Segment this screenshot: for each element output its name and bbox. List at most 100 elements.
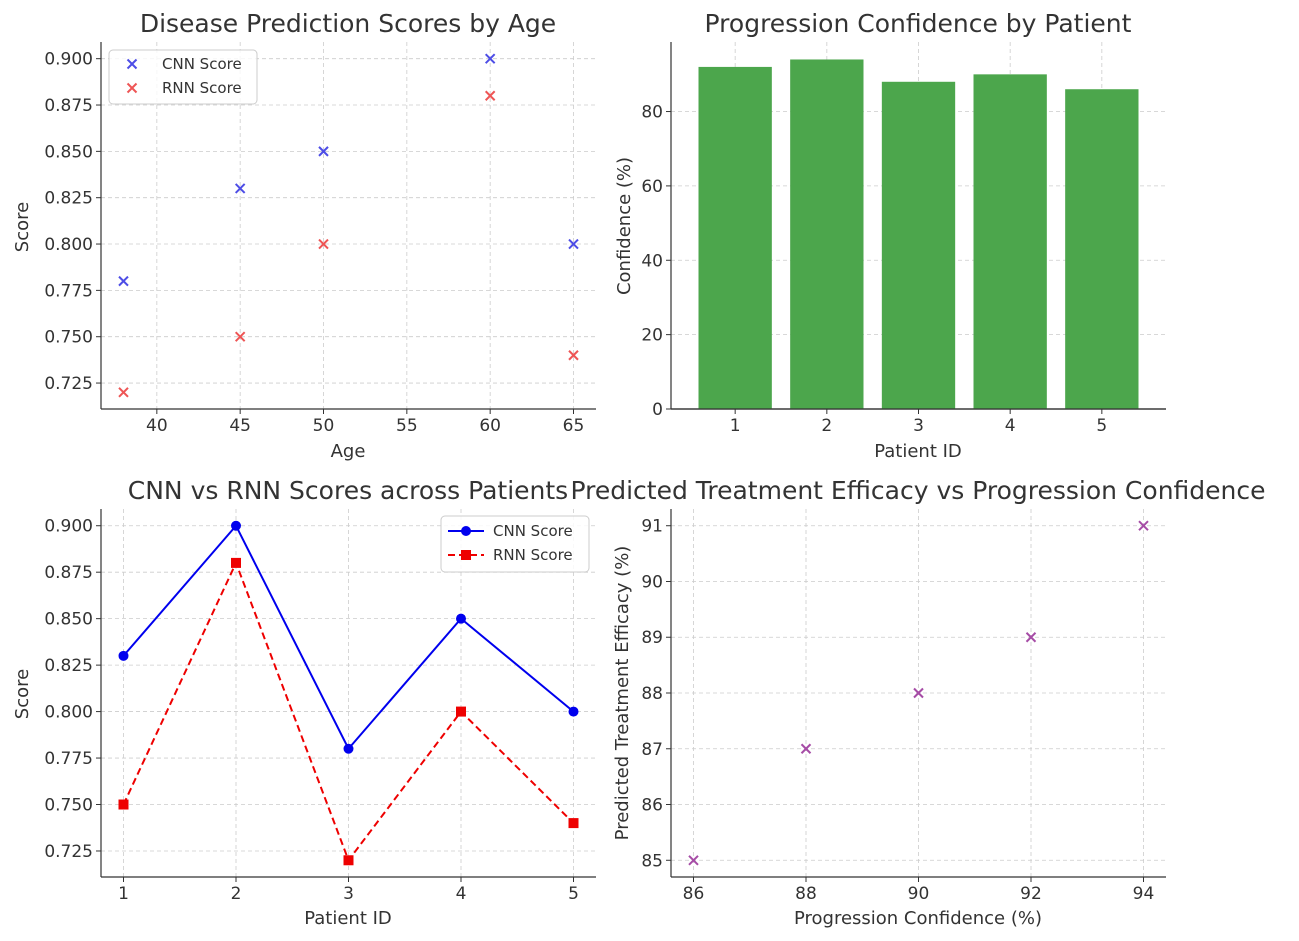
x-marker-stroke — [234, 183, 246, 194]
y-tick-label: 0.725 — [44, 374, 93, 394]
y-tick-label: 90 — [641, 572, 663, 592]
x-tick-label: 50 — [313, 416, 335, 436]
y-tick-label: 0.775 — [44, 749, 93, 769]
chart-title: Predicted Treatment Efficacy vs Progress… — [570, 476, 1265, 505]
grid-lines — [101, 509, 596, 877]
x-marker-stroke — [1138, 520, 1149, 531]
x-marker-stroke — [318, 238, 329, 250]
y-tick-label: 0.825 — [44, 656, 93, 676]
y-tick-label: 0.775 — [44, 281, 93, 301]
x-marker-stroke — [568, 350, 579, 361]
scatter-point — [688, 855, 699, 866]
y-axis-label: Score — [12, 669, 33, 719]
line-point — [456, 613, 466, 624]
chart-title: Disease Prediction Scores by Age — [140, 9, 556, 38]
x-tick-label: 60 — [479, 416, 501, 436]
y-tick-label: 88 — [641, 684, 663, 704]
x-marker-stroke — [800, 743, 812, 754]
legend-marker — [126, 82, 138, 94]
chart-title: CNN vs RNN Scores across Patients — [128, 476, 568, 505]
y-axis-label: Predicted Treatment Efficacy (%) — [612, 546, 633, 841]
bar — [881, 81, 956, 409]
x-tick-label: 88 — [795, 884, 817, 904]
x-tick-label: 3 — [913, 416, 924, 436]
x-tick-label: 1 — [730, 416, 741, 436]
x-marker-stroke — [484, 53, 496, 64]
y-tick-label: 0.800 — [44, 235, 93, 255]
y-tick-label: 86 — [641, 796, 663, 816]
chart-title: Progression Confidence by Patient — [705, 9, 1132, 38]
legend-box — [108, 49, 258, 105]
x-axis-label: Age — [331, 441, 366, 462]
scatter-point — [1025, 632, 1037, 643]
chart-panel-age-scatter: 40 45 50 55 60 65 0.725 0.750 0.775 0.800 0.825 0.8… — [12, 9, 596, 462]
scatter-point — [234, 331, 246, 342]
legend-marker — [126, 58, 138, 70]
x-tick-label: 2 — [821, 416, 832, 436]
y-tick-label: 0.900 — [44, 517, 93, 537]
y-tick-label: 0.850 — [44, 610, 93, 630]
y-tick-label: 89 — [641, 628, 663, 648]
y-tick-label: 40 — [641, 251, 663, 271]
line-point — [231, 520, 241, 531]
x-tick-label: 55 — [396, 416, 418, 436]
line-point — [343, 743, 354, 754]
line-point — [118, 799, 129, 810]
x-tick-label: 3 — [343, 884, 354, 904]
line-point — [343, 855, 354, 866]
bar — [973, 74, 1047, 409]
scatter-point — [913, 687, 924, 699]
y-tick-label: 0.875 — [44, 96, 93, 116]
scatter-point — [318, 238, 329, 250]
x-tick-label: 45 — [229, 416, 251, 436]
scatter-point — [318, 146, 329, 157]
x-tick-label: 94 — [1133, 884, 1155, 904]
y-tick-label: 91 — [641, 517, 663, 537]
x-tick-label: 92 — [1020, 884, 1042, 904]
y-tick-label: 0.800 — [44, 703, 93, 723]
legend: CNN Score RNN Score — [108, 49, 258, 105]
scatter-point — [800, 743, 812, 754]
scatter-point — [1138, 520, 1149, 531]
bar — [698, 66, 772, 409]
x-tick-label: 4 — [1005, 416, 1016, 436]
legend-label: CNN Score — [493, 522, 573, 540]
scatter-point — [234, 183, 246, 194]
x-tick-label: 86 — [683, 884, 705, 904]
x-marker-stroke — [913, 687, 924, 699]
line-point — [118, 650, 129, 661]
x-marker-stroke — [234, 331, 246, 342]
line-point — [568, 818, 579, 829]
x-marker-stroke — [126, 58, 138, 70]
scatter-point — [484, 53, 496, 64]
x-tick-label: 2 — [231, 884, 242, 904]
y-tick-label: 85 — [641, 851, 663, 871]
y-tick-label: 0.750 — [44, 328, 93, 348]
x-marker-stroke — [318, 146, 329, 157]
chart-panel-efficacy-scatter: 86 88 90 92 94 85 86 87 88 89 90 91 Predicted Treatm… — [570, 476, 1265, 929]
x-tick-label: 5 — [568, 884, 579, 904]
line-point — [231, 557, 241, 568]
x-marker-stroke — [568, 238, 579, 250]
x-tick-label: 65 — [563, 416, 585, 436]
y-tick-label: 0.725 — [44, 842, 93, 862]
x-marker-stroke — [1025, 632, 1037, 643]
y-tick-label: 80 — [641, 103, 663, 123]
legend-marker — [461, 550, 471, 560]
x-tick-label: 90 — [908, 884, 930, 904]
bar — [1065, 89, 1139, 409]
x-tick-label: 1 — [118, 884, 129, 904]
chart-panel-score-lines: 1 2 3 4 5 0.725 0.750 0.775 0.800 0.825 0.850 0.875… — [12, 476, 596, 929]
x-marker-stroke — [118, 275, 129, 287]
x-axis-label: Patient ID — [304, 908, 392, 929]
y-tick-label: 0 — [652, 400, 663, 420]
y-tick-label: 20 — [641, 326, 663, 346]
scatter-point — [484, 90, 496, 101]
scatter-point — [118, 275, 129, 287]
legend-label: RNN Score — [493, 546, 573, 564]
x-axis-label: Progression Confidence (%) — [794, 908, 1042, 929]
x-marker-stroke — [118, 387, 129, 398]
grid-lines — [101, 42, 596, 409]
x-marker-stroke — [126, 82, 138, 94]
